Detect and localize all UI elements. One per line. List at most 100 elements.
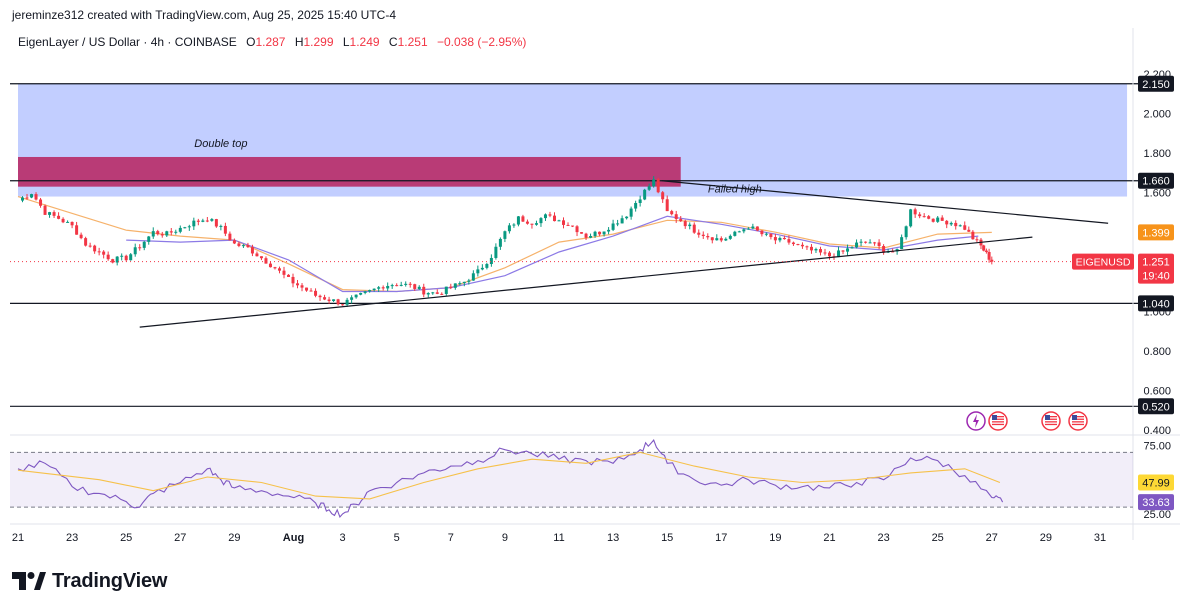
candle: [318, 295, 322, 298]
lightning-icon: [966, 411, 986, 431]
rsi-line: [17, 439, 1004, 519]
candle: [381, 287, 385, 289]
candle: [787, 239, 791, 243]
candle: [422, 286, 426, 295]
candle: [480, 267, 484, 270]
candle: [503, 231, 507, 239]
candle: [138, 247, 142, 249]
candle: [828, 252, 831, 257]
candle: [809, 246, 813, 251]
candle: [706, 236, 710, 238]
price-axis-tick: 2.000: [1143, 108, 1171, 120]
candle: [688, 224, 692, 227]
candle: [471, 273, 475, 281]
flag-stripe: [992, 421, 1004, 423]
candle: [88, 245, 92, 247]
candle: [120, 255, 124, 257]
candle: [873, 242, 877, 244]
candle: [196, 220, 200, 222]
candle: [241, 245, 245, 247]
candle: [724, 238, 728, 241]
candle: [156, 231, 160, 235]
time-axis-tick: Aug: [283, 532, 304, 544]
time-axis-tick: 25: [120, 532, 132, 544]
candle: [142, 241, 146, 248]
candle: [48, 212, 52, 215]
candle: [864, 241, 868, 243]
candle: [620, 218, 624, 224]
candle: [800, 244, 804, 247]
candle: [192, 220, 196, 227]
candle: [273, 267, 277, 269]
candle: [102, 251, 106, 255]
candle: [710, 237, 714, 241]
candle: [697, 232, 701, 235]
candle: [846, 248, 850, 252]
time-axis-tick: 5: [394, 532, 400, 544]
tradingview-logo[interactable]: TradingView: [12, 569, 167, 593]
candle: [66, 221, 70, 223]
candle: [363, 291, 367, 293]
flag-stripe: [1045, 421, 1057, 423]
candle: [84, 238, 88, 246]
candle: [174, 231, 178, 233]
candle: [323, 297, 327, 300]
level-label: 1.040: [1142, 298, 1170, 310]
level-label: 2.150: [1142, 79, 1170, 91]
candle: [841, 250, 845, 252]
low-label: L: [342, 35, 350, 49]
candle: [43, 205, 47, 215]
candle: [390, 285, 394, 287]
candle: [571, 225, 575, 227]
candle: [692, 224, 696, 233]
candle: [607, 229, 611, 232]
candle: [625, 216, 629, 219]
candle: [408, 283, 412, 285]
candle: [566, 224, 570, 226]
time-axis-tick: 31: [1094, 532, 1106, 544]
candle: [562, 220, 566, 225]
candle: [963, 225, 967, 230]
candle: [764, 233, 768, 235]
price-label: 1.399: [1142, 227, 1170, 239]
rsi-label-bg: [1138, 494, 1174, 511]
flag-stripe: [1045, 418, 1057, 420]
candle: [417, 286, 421, 289]
candle: [728, 235, 732, 239]
candle: [589, 236, 593, 238]
candle: [548, 214, 552, 216]
candle: [232, 240, 236, 244]
candle: [837, 250, 841, 258]
us-flag-icon-ring: [1041, 411, 1061, 431]
candle: [75, 225, 79, 235]
flag-stripe: [1072, 421, 1084, 423]
time-axis-tick: 17: [715, 532, 727, 544]
candle: [476, 269, 480, 274]
symbol-title[interactable]: EigenLayer / US Dollar · 4h · COINBASE: [18, 35, 237, 49]
rsi-axis-tick: 75.00: [1143, 441, 1171, 453]
candle: [552, 215, 556, 222]
candle: [327, 299, 331, 302]
candle: [151, 231, 155, 237]
price-label: 1.251: [1142, 257, 1170, 269]
candle: [982, 245, 986, 251]
candle: [377, 287, 381, 289]
candle: [984, 250, 988, 252]
candle: [796, 244, 800, 246]
candle: [498, 238, 502, 247]
candle: [818, 249, 822, 253]
price-label-bg: [1138, 253, 1174, 284]
candle: [458, 283, 462, 285]
candle: [516, 216, 520, 225]
candle: [936, 217, 940, 222]
candle: [332, 299, 336, 302]
candle: [512, 224, 516, 226]
candle: [769, 233, 773, 238]
price-axis-tick: 0.600: [1143, 385, 1171, 397]
candle: [255, 253, 259, 257]
candle: [435, 292, 439, 294]
candle: [791, 242, 795, 245]
candle: [647, 186, 651, 190]
flag-stripe: [992, 416, 1004, 418]
